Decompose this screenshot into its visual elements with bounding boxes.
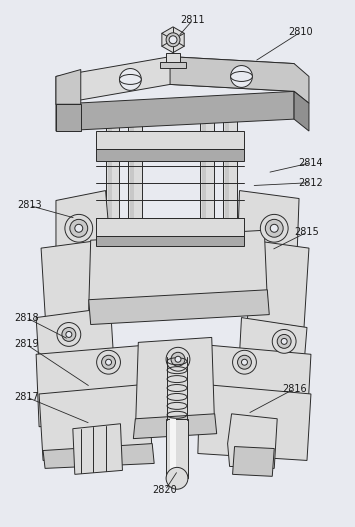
Text: 2818: 2818 xyxy=(14,313,38,323)
Bar xyxy=(223,119,236,273)
Circle shape xyxy=(175,356,181,362)
Circle shape xyxy=(75,225,83,232)
Ellipse shape xyxy=(231,72,252,82)
Polygon shape xyxy=(39,384,152,461)
Circle shape xyxy=(65,214,93,242)
Bar xyxy=(95,131,245,149)
Polygon shape xyxy=(237,318,307,401)
Ellipse shape xyxy=(120,74,141,84)
Bar xyxy=(166,53,180,63)
Circle shape xyxy=(231,65,252,87)
Polygon shape xyxy=(89,290,269,325)
Polygon shape xyxy=(43,444,154,469)
Text: 2815: 2815 xyxy=(295,227,320,237)
Polygon shape xyxy=(89,230,267,310)
Circle shape xyxy=(270,225,278,232)
Bar xyxy=(225,119,229,273)
Circle shape xyxy=(57,323,81,346)
Bar xyxy=(200,119,214,273)
Circle shape xyxy=(233,350,256,374)
Circle shape xyxy=(260,214,288,242)
Text: 2811: 2811 xyxy=(181,15,205,25)
Text: 2813: 2813 xyxy=(17,200,42,210)
Polygon shape xyxy=(294,91,309,131)
Text: 2819: 2819 xyxy=(14,339,38,349)
Polygon shape xyxy=(36,344,158,427)
Text: 2817: 2817 xyxy=(14,392,39,402)
Polygon shape xyxy=(198,384,311,461)
Polygon shape xyxy=(133,414,217,438)
Circle shape xyxy=(166,33,180,47)
Circle shape xyxy=(241,359,247,365)
Polygon shape xyxy=(56,104,81,131)
Bar xyxy=(95,218,245,236)
Bar xyxy=(160,62,186,67)
Circle shape xyxy=(97,350,120,374)
Polygon shape xyxy=(56,70,81,104)
Circle shape xyxy=(272,329,296,353)
Circle shape xyxy=(237,355,251,369)
Circle shape xyxy=(171,353,185,366)
Text: 2816: 2816 xyxy=(282,384,306,394)
Polygon shape xyxy=(135,337,215,434)
Circle shape xyxy=(281,338,287,344)
Polygon shape xyxy=(162,27,184,53)
Circle shape xyxy=(265,219,283,237)
Circle shape xyxy=(70,219,88,237)
Circle shape xyxy=(62,327,76,341)
Polygon shape xyxy=(41,240,105,329)
Polygon shape xyxy=(228,414,277,469)
Bar xyxy=(95,236,245,246)
Polygon shape xyxy=(198,344,311,427)
Text: 2814: 2814 xyxy=(299,158,323,168)
Polygon shape xyxy=(247,240,309,327)
Polygon shape xyxy=(233,446,274,476)
Polygon shape xyxy=(36,308,115,397)
Bar xyxy=(95,149,245,161)
Circle shape xyxy=(166,467,188,489)
Polygon shape xyxy=(170,56,309,103)
Bar xyxy=(170,419,176,479)
Text: 2812: 2812 xyxy=(299,178,323,188)
Text: 2820: 2820 xyxy=(153,485,178,495)
Polygon shape xyxy=(56,91,294,131)
Circle shape xyxy=(102,355,115,369)
Circle shape xyxy=(169,36,177,44)
Polygon shape xyxy=(73,424,122,474)
Bar xyxy=(105,119,120,273)
Circle shape xyxy=(166,347,190,371)
Circle shape xyxy=(277,335,291,348)
Circle shape xyxy=(105,359,111,365)
Bar xyxy=(130,119,134,273)
Polygon shape xyxy=(56,191,110,258)
Bar xyxy=(202,119,206,273)
Circle shape xyxy=(120,69,141,90)
Text: 2810: 2810 xyxy=(289,27,313,37)
Bar xyxy=(108,119,111,273)
Bar xyxy=(129,119,142,273)
Bar xyxy=(166,419,188,479)
Polygon shape xyxy=(56,56,294,104)
Polygon shape xyxy=(237,191,299,255)
Circle shape xyxy=(66,331,72,337)
